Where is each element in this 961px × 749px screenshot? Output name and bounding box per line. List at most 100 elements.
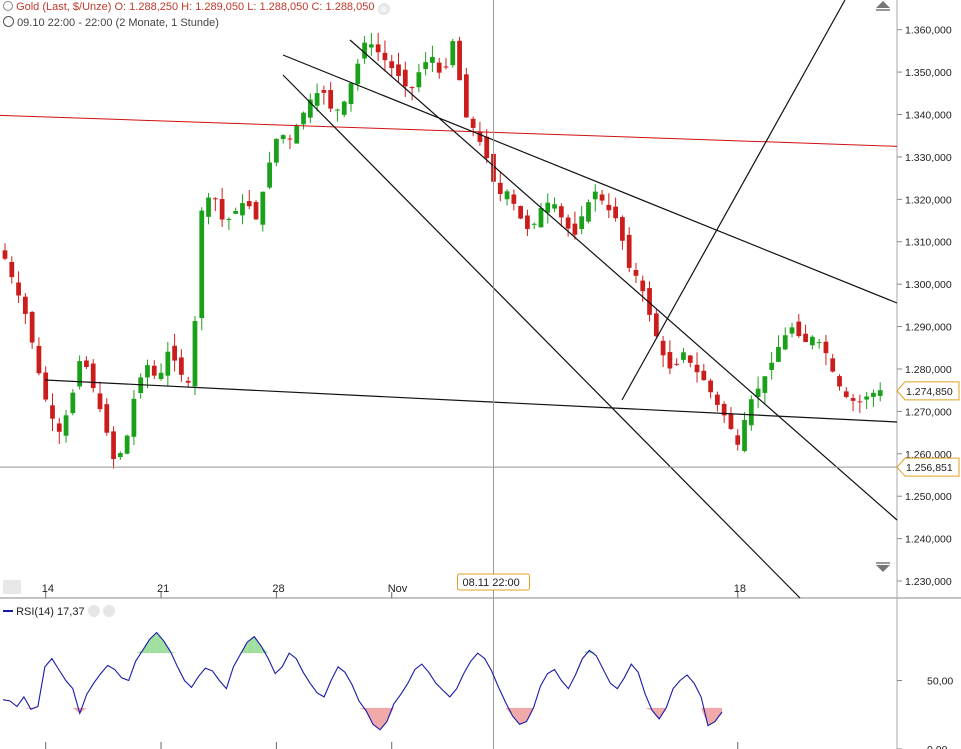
candle-body [382,52,388,61]
candle-body [579,216,585,230]
candle-body [355,63,361,84]
candle-body [240,203,245,216]
rsi-overbought-fill [254,636,262,654]
chart-header: Gold (Last, $/Unze) O: 1.288,250 H: 1.28… [3,1,390,15]
candle-body [179,357,184,375]
scroll-down-icon [876,565,890,572]
candle-body [715,394,720,405]
candles [2,32,883,469]
candle-body [687,355,693,363]
scroll-up-icon [876,1,890,8]
candle-body [409,87,415,89]
rsi-overbought-fill [170,651,178,654]
candle-body [280,135,286,140]
candle-body [165,351,171,376]
candle-body [653,313,659,337]
candle-body [708,380,713,393]
candle-body [389,61,395,69]
clock-icon [3,16,14,27]
candle-body [633,269,639,276]
candle-body [328,90,334,109]
trendline-upper [282,54,898,304]
candle-body [36,345,42,374]
candle-body [748,399,754,426]
candle-body [436,62,442,73]
rsi-settings-icon[interactable] [87,605,100,617]
rsi-oversold-fill [23,707,31,710]
candle-body [776,346,781,362]
candle-body [850,398,856,401]
candle-body [782,335,788,350]
candle-body [212,198,218,200]
candle-body [56,423,62,432]
candle-body [396,64,401,76]
candle-body [22,296,28,314]
candle-body [63,415,69,436]
candle-body [592,191,598,200]
rsi-oversold-fill [505,707,513,717]
candle-body [111,431,116,459]
candle-body [117,453,123,458]
candle-body [362,42,367,59]
candle-body [525,215,530,230]
candle-body [341,101,347,115]
candle-body [803,333,808,343]
x-tick-label: 28 [272,583,284,595]
candle-body [572,223,578,235]
candle-body [104,404,110,433]
rsi-line [2,631,723,731]
candle-body [518,206,524,219]
candle-body [681,352,686,360]
candle-body [450,41,456,66]
crosshair-x-label: 08.11 22:00 [462,577,519,589]
candle-body [2,250,8,259]
range-text: 09.10 22:00 - 22:00 (2 Monate, 1 Stunde) [17,17,219,29]
last-price-label-box [896,381,960,401]
y-tick-label: 1.230,000 [905,576,952,588]
y-tick-label: 1.320,000 [905,194,952,206]
candle-body [626,234,632,268]
rsi-oversold-fill [708,707,716,726]
candle-body [586,202,591,222]
header-settings-icon[interactable] [3,1,13,11]
candle-body [321,90,327,93]
y-tick-label: 1.340,000 [905,110,952,122]
candle-body [728,413,734,429]
candle-body [9,261,15,278]
candle-body [84,360,89,368]
candle-body [457,40,462,81]
rsi-oversold-fill [379,707,387,730]
candle-body [823,341,829,354]
candle-body [172,345,177,361]
candle-body [531,223,537,225]
candle-body [640,280,646,292]
crosshair-y-label: 1.256,851 [906,462,953,474]
candle-body [816,342,822,344]
candle-body [762,376,768,393]
drawings [0,0,898,749]
candle-body [565,217,571,229]
candle-body [206,197,211,217]
rsi-oversold-fill [715,707,722,722]
candle-body [199,210,205,319]
candle-body [50,405,55,419]
rsi-y-tick-label: 0,00 [927,744,948,749]
candle-body [538,208,544,228]
candle-body [755,388,761,398]
y-tick-label: 1.270,000 [905,406,952,418]
y-tick-label: 1.250,000 [905,491,952,503]
candle-body [70,392,76,414]
candle-body [246,201,252,207]
candle-body [185,380,191,383]
drag-handle-icon [3,580,21,594]
close-icon[interactable]: ⊗ [377,3,390,15]
y-tick-label: 1.280,000 [905,364,952,376]
candle-body [620,217,625,241]
candle-body [504,191,510,200]
candle-body [29,311,35,343]
rsi-close-icon[interactable] [102,605,115,617]
candle-body [16,282,21,296]
candle-body [864,396,870,400]
rsi-legend-swatch [3,610,13,612]
